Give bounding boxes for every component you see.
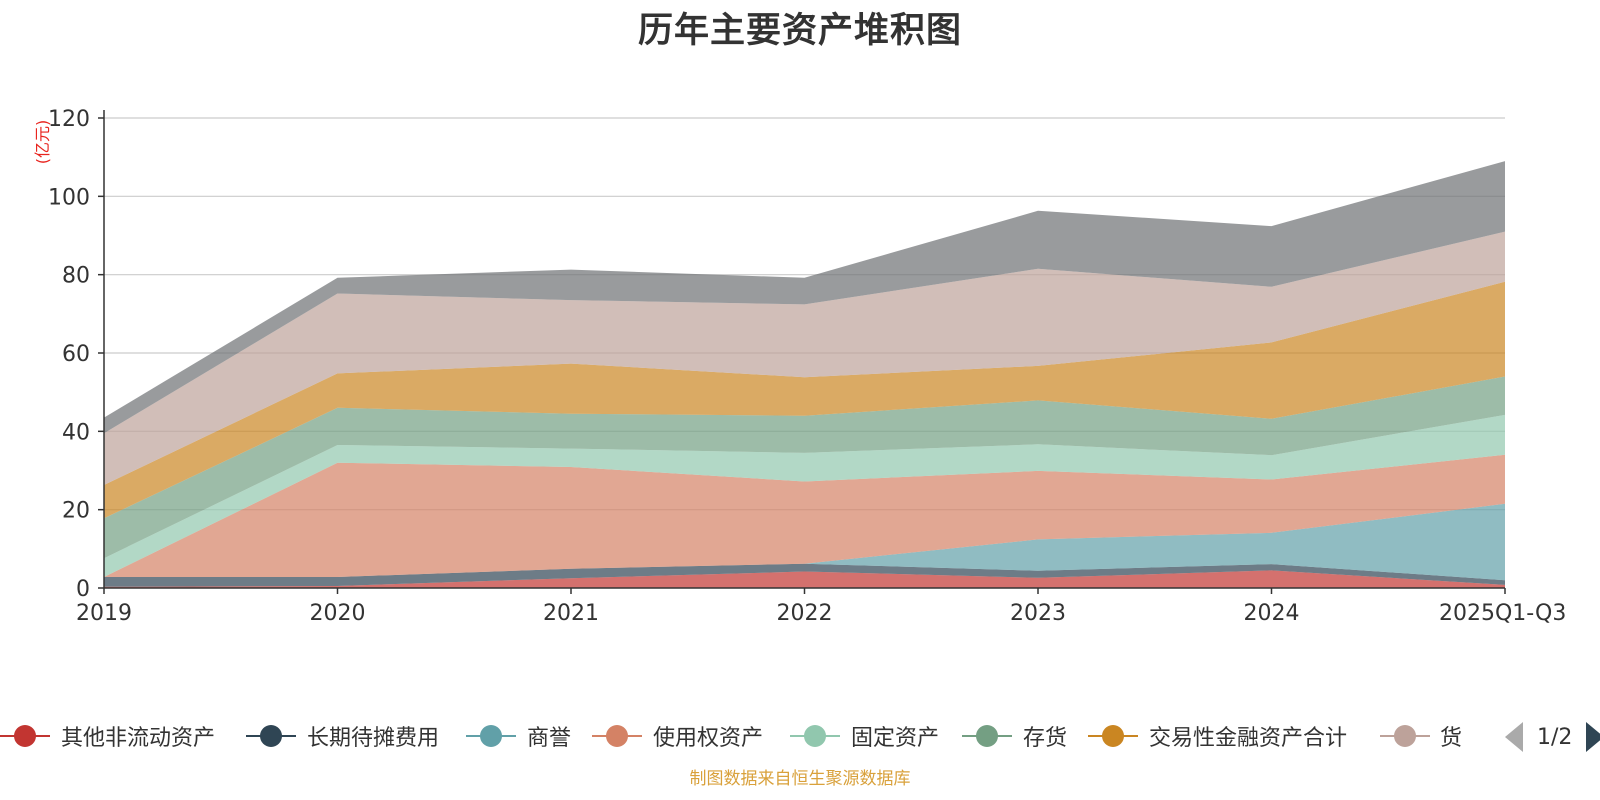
y-tick-label: 0 [76,577,90,602]
y-tick-label: 40 [62,420,90,445]
legend-item-right-of-use-assets[interactable]: 使用权资产 [592,718,763,754]
y-tick-label: 100 [48,185,90,210]
area-series-6 [104,281,1505,519]
area-series-3 [104,454,1505,577]
x-tick-label: 2022 [777,601,833,626]
legend-item-inventory[interactable]: 存货 [962,718,1067,754]
legend-symbol [1088,724,1138,748]
x-tick-label: 2019 [76,601,132,626]
legend: 其他非流动资产 长期待摊费用 商誉 使用权资产 固定资产 存货 交易性金融资产合… [0,718,1600,754]
legend-label: 交易性金融资产合计 [1149,726,1348,751]
legend-page-indicator: 1/2 [1537,724,1573,750]
area-series-0 [104,570,1505,588]
legend-label: 货 [1439,726,1462,751]
x-tick-label: 2025Q1-Q3 [1439,601,1566,626]
x-tick-label: 2023 [1010,601,1066,626]
legend-item-trading-financial-assets[interactable]: 交易性金融资产合计 [1088,718,1347,754]
area-series-7 [104,231,1505,485]
legend-pager: 1/2 [1505,720,1600,754]
y-axis-unit-label: (亿元) [33,120,52,165]
legend-next-page-icon[interactable] [1586,722,1600,752]
legend-symbol [1380,724,1430,748]
data-source-note: 制图数据来自恒生聚源数据库 [689,769,911,789]
x-tick-label: 2020 [310,601,366,626]
y-tick-label: 80 [62,264,90,289]
area-series-5 [104,376,1505,559]
legend-label: 使用权资产 [653,726,764,751]
legend-symbol [0,724,50,748]
legend-item-cash[interactable]: 货 [1380,718,1462,754]
legend-label: 商誉 [527,726,572,751]
legend-label: 存货 [1023,726,1068,751]
legend-prev-page-icon[interactable] [1505,722,1523,752]
legend-symbol [592,724,642,748]
y-tick-label: 120 [48,107,90,132]
y-tick-label: 60 [62,342,90,367]
stacked-area-chart: 0 20 40 60 80 100 120 2019 2020 2021 2022 2023 2024 2… [33,107,1566,626]
chart-title: 历年主要资产堆积图 [637,11,962,51]
area-series-1 [104,563,1505,587]
legend-symbol [246,724,296,748]
legend-symbol [962,724,1012,748]
x-tick-label: 2021 [543,601,599,626]
legend-item-goodwill[interactable]: 商誉 [466,718,571,754]
legend-item-fixed-assets[interactable]: 固定资产 [790,718,939,754]
x-tick-label: 2024 [1244,601,1300,626]
area-series-4 [104,414,1505,577]
area-series-2 [104,503,1505,581]
legend-label: 其他非流动资产 [61,726,216,751]
legend-symbol [466,724,516,748]
legend-symbol [790,724,840,748]
y-tick-label: 20 [62,499,90,524]
legend-label: 固定资产 [851,726,940,751]
legend-item-long-term-prepaid[interactable]: 长期待摊费用 [246,718,439,754]
legend-item-other-noncurrent-assets[interactable]: 其他非流动资产 [0,718,215,754]
area-series-8 [104,161,1505,434]
legend-label: 长期待摊费用 [307,726,440,751]
